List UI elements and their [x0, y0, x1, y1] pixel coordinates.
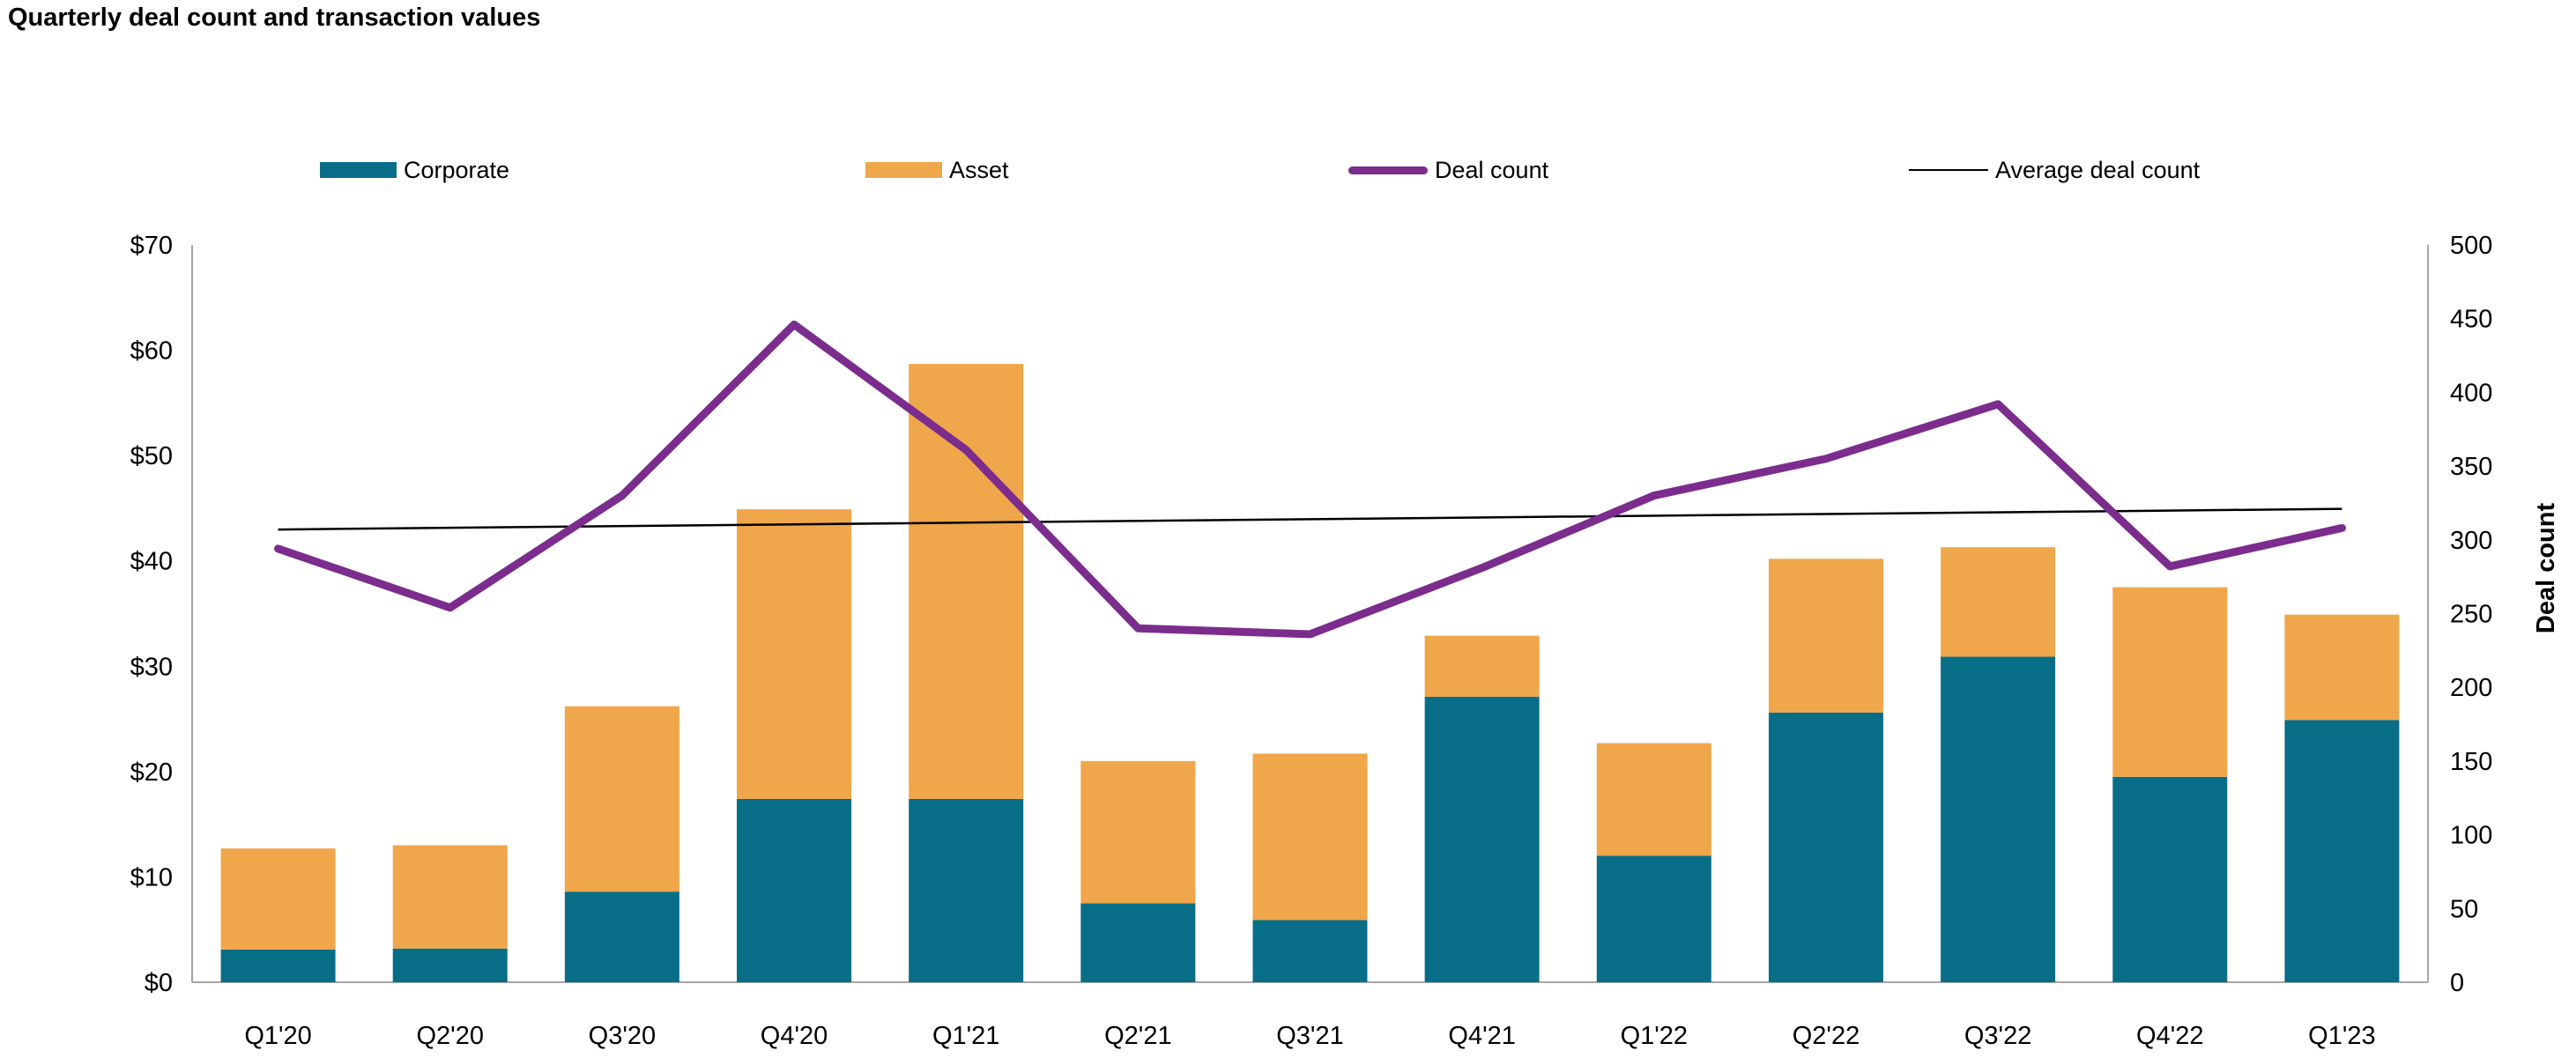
right-axis-tick-label: 400: [2450, 379, 2492, 407]
x-axis-label: Q3'21: [1276, 1022, 1343, 1050]
bar-asset-Q1'23: [2284, 614, 2400, 721]
left-axis-tick-label: $70: [130, 232, 173, 260]
bar-asset-Q3'21: [1252, 753, 1368, 921]
bar-asset-Q4'20: [737, 509, 852, 799]
right-axis-tick-label: 0: [2450, 969, 2464, 997]
x-axis-label: Q3'20: [589, 1022, 656, 1050]
bar-corporate-Q4'21: [1424, 696, 1540, 982]
asset-swatch-icon: [865, 162, 942, 178]
x-axis-label: Q1'20: [244, 1022, 311, 1050]
bar-corporate-Q1'22: [1596, 855, 1711, 982]
legend-label-asset: Asset: [949, 156, 1009, 183]
left-axis-tick-label: $30: [130, 653, 173, 681]
right-axis-tick-label: 100: [2450, 822, 2492, 850]
right-axis-tick-label: 250: [2450, 601, 2492, 629]
bar-corporate-Q3'21: [1252, 920, 1368, 982]
bar-asset-Q3'22: [1941, 547, 2056, 657]
bar-asset-Q2'22: [1768, 559, 1883, 713]
right-axis-tick-label: 500: [2450, 232, 2492, 260]
legend-label-deal-count: Deal count: [1435, 156, 1549, 183]
bar-corporate-Q2'20: [392, 948, 508, 982]
right-axis-title: Deal count: [2532, 503, 2560, 634]
corporate-swatch-icon: [320, 162, 397, 178]
deal-count-line-icon: [1348, 166, 1428, 174]
left-axis-tick-label: $0: [145, 969, 173, 997]
bar-asset-Q4'21: [1424, 635, 1540, 697]
bar-asset-Q1'20: [220, 848, 336, 950]
x-axis-label: Q4'22: [2136, 1022, 2203, 1050]
x-axis-label: Q2'21: [1104, 1022, 1171, 1050]
bar-corporate-Q1'20: [220, 949, 336, 982]
deal-count-line: [274, 320, 2346, 639]
bar-asset-Q4'22: [2112, 587, 2228, 777]
average-deal-count-line-icon: [1909, 169, 1988, 171]
bar-asset-Q1'21: [909, 364, 1024, 799]
right-axis-tick-label: 150: [2450, 748, 2492, 776]
bar-asset-Q3'20: [564, 706, 679, 892]
left-axis-tick-label: $10: [130, 863, 173, 892]
bar-corporate-Q3'22: [1941, 656, 2056, 982]
chart-title: Quarterly deal count and transaction val…: [8, 4, 541, 32]
x-axis-label: Q4'21: [1448, 1022, 1515, 1050]
bar-corporate-Q2'22: [1768, 712, 1883, 982]
x-axis-label: Q1'22: [1621, 1022, 1688, 1050]
bar-corporate-Q4'20: [737, 798, 852, 982]
bar-asset-Q2'20: [392, 845, 508, 949]
x-axis-label: Q2'22: [1793, 1022, 1860, 1050]
bar-corporate-Q1'23: [2284, 720, 2400, 982]
right-axis-tick-label: 350: [2450, 453, 2492, 481]
bar-asset-Q2'21: [1080, 760, 1196, 904]
right-axis-tick-label: 50: [2450, 895, 2478, 923]
legend-label-corporate: Corporate: [404, 156, 510, 183]
legend-item-corporate: Corporate: [320, 156, 510, 183]
right-axis-tick-label: 200: [2450, 674, 2492, 702]
x-axis-label: Q1'23: [2308, 1022, 2375, 1050]
bar-corporate-Q2'21: [1080, 903, 1196, 982]
average-deal-count-line: [278, 507, 2342, 531]
left-axis-tick-label: $50: [130, 442, 173, 470]
x-axis-label: Q2'20: [416, 1022, 483, 1050]
right-axis-tick-label: 450: [2450, 306, 2492, 334]
legend-item-deal-count: Deal count: [1348, 156, 1549, 183]
left-axis-tick-label: $60: [130, 337, 173, 366]
legend-item-average-deal-count: Average deal count: [1909, 156, 2201, 183]
bar-corporate-Q4'22: [2112, 776, 2228, 982]
legend-item-asset: Asset: [865, 156, 1009, 183]
x-axis-label: Q1'21: [932, 1022, 999, 1050]
left-axis-tick-label: $40: [130, 548, 173, 576]
bar-corporate-Q3'20: [564, 892, 679, 982]
x-axis-label: Q3'22: [1964, 1022, 2031, 1050]
x-axis-label: Q4'20: [761, 1022, 828, 1050]
bar-asset-Q1'22: [1596, 743, 1711, 856]
legend-label-average-deal-count: Average deal count: [1995, 156, 2201, 183]
bar-corporate-Q1'21: [909, 798, 1024, 982]
left-axis-tick-label: $20: [130, 758, 173, 787]
right-axis-tick-label: 300: [2450, 527, 2492, 555]
